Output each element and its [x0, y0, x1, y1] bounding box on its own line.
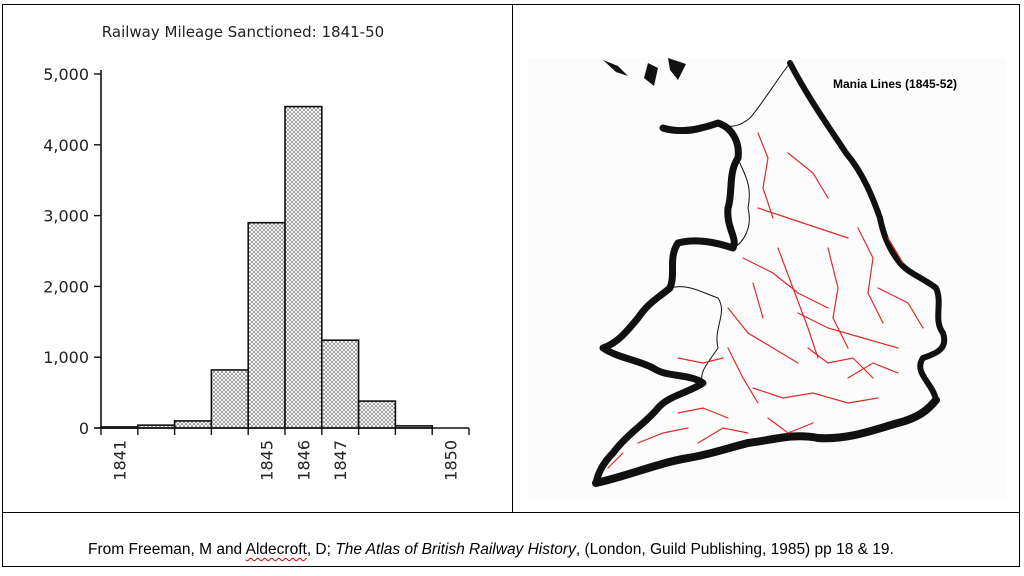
axes-group: 0 1,000 2,000 3,000 4,000 5,000 1841 1845 1846 18… [43, 65, 470, 481]
railway-line [887, 237, 904, 264]
railway-line [847, 362, 899, 379]
west-coast-shadow [592, 119, 742, 487]
caption-suffix: , (London, Guild Publishing, 1985) pp 18… [575, 541, 894, 558]
figure-frame [2, 4, 1020, 567]
y-tick-label: 0 [79, 419, 89, 438]
railway-line [677, 357, 724, 364]
railway-line [877, 287, 924, 329]
railway-line [757, 132, 774, 219]
coastline [592, 60, 948, 487]
x-tick-label: 1841 [110, 440, 129, 481]
y-tick-label: 4,000 [43, 136, 89, 155]
railway-line [757, 207, 849, 239]
x-tick-label: 1846 [294, 440, 313, 481]
mileage-chart: Railway Mileage Sanctioned: 1841-50 0 1,0… [43, 23, 470, 481]
railway-line [637, 427, 689, 444]
railway-line [727, 347, 759, 404]
panel-divider-horizontal [2, 512, 1020, 513]
source-caption: From Freeman, M and Aldecroft, D; The At… [88, 541, 894, 559]
x-tick-label: 1847 [331, 440, 350, 481]
railway-line [797, 312, 899, 349]
railway-line [752, 387, 879, 404]
bar-1844 [210, 369, 249, 429]
railway-line [742, 257, 829, 309]
railway-line [827, 247, 849, 349]
map-background [528, 58, 1006, 498]
caption-book-title: The Atlas of British Railway History [335, 541, 576, 558]
bar-1847 [320, 339, 360, 429]
railway-lines [607, 132, 924, 469]
bar-1846 [284, 105, 323, 429]
railway-line [752, 282, 764, 319]
y-tick-label: 5,000 [43, 65, 89, 84]
northern-islands [603, 58, 686, 86]
y-tick-label: 1,000 [43, 348, 89, 367]
railway-line [677, 407, 729, 419]
map-title: Mania Lines (1845-52) [833, 77, 957, 91]
y-tick-label: 3,000 [43, 207, 89, 226]
south-coast-shadow [592, 396, 940, 487]
bar-1848 [357, 400, 397, 429]
east-coast-shadow [787, 60, 948, 403]
island-2 [644, 63, 658, 86]
chart-title: Railway Mileage Sanctioned: 1841-50 [102, 23, 384, 41]
panel-divider-vertical [512, 4, 513, 513]
railway-line [697, 427, 749, 444]
island-1 [603, 60, 628, 76]
caption-prefix: From Freeman, M and [88, 541, 246, 558]
x-tick-label: 1845 [258, 440, 277, 481]
railway-line [857, 227, 884, 324]
railway-line [727, 307, 799, 364]
railway-line [807, 347, 874, 379]
island-3 [668, 58, 686, 80]
railway-line [607, 452, 624, 469]
bar-1845 [247, 221, 286, 429]
y-tick-label: 2,000 [43, 277, 89, 296]
railway-line [777, 247, 819, 359]
coast-outline [662, 62, 791, 384]
x-tick-label: 1850 [442, 440, 461, 481]
bar-1843 [173, 420, 213, 429]
england-wales-map: Mania Lines (1845-52) [528, 58, 1006, 498]
railway-line [767, 417, 814, 434]
caption-author2: Aldecroft [245, 541, 307, 558]
railway-line [787, 152, 829, 199]
caption-mid: , D; [306, 541, 336, 558]
bars-group [100, 105, 433, 429]
